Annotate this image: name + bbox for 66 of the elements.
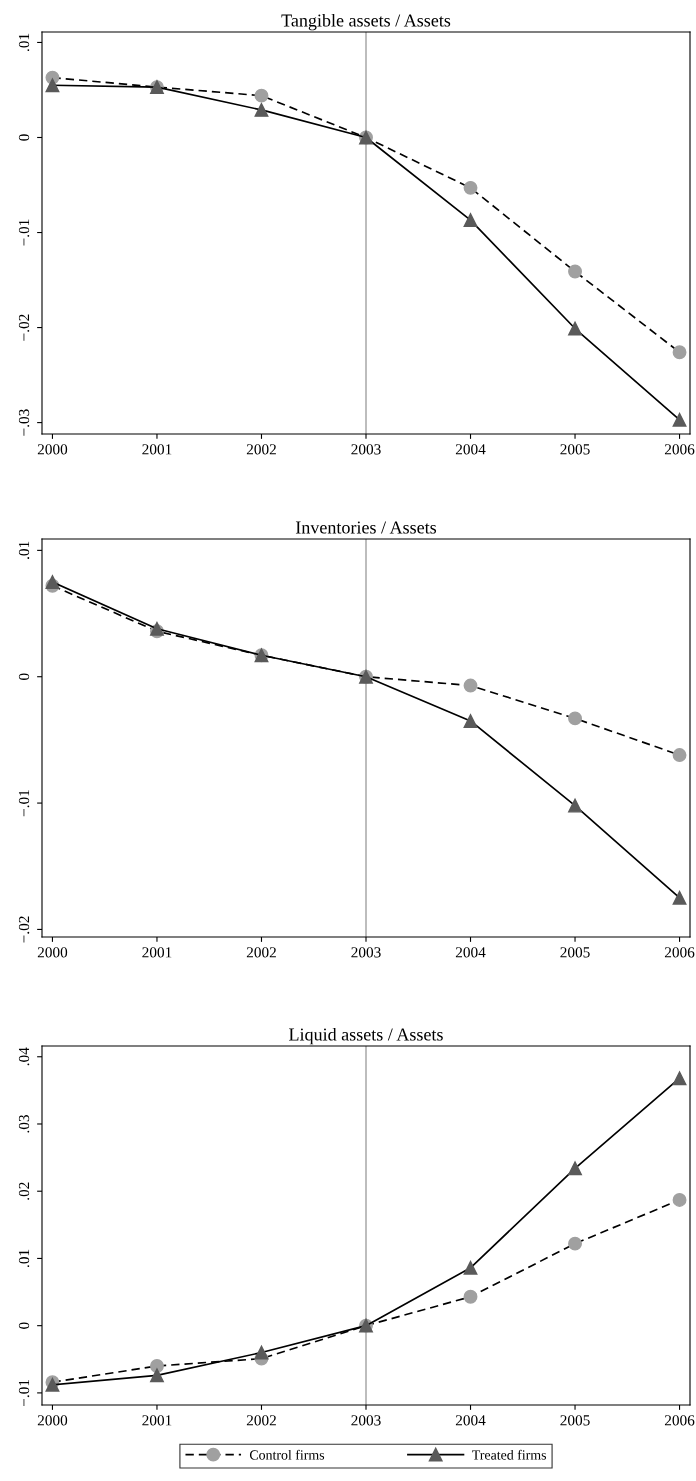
x-tick-label: 2000	[37, 444, 68, 455]
x-tick-label: 2001	[142, 1415, 172, 1426]
point	[150, 1368, 164, 1383]
point	[672, 890, 687, 905]
point	[463, 678, 478, 693]
y-tick-label: .01	[18, 33, 30, 51]
x-tick-label: 2006	[664, 947, 695, 958]
point	[463, 213, 478, 228]
x-tick-label: 2004	[455, 947, 486, 958]
point	[568, 321, 582, 336]
point	[463, 1260, 478, 1275]
x-tick-label: 2003	[351, 947, 381, 958]
y-tick-label: 0	[18, 673, 30, 680]
point	[254, 1345, 269, 1360]
y-tick-label: −.01	[18, 219, 30, 246]
point	[672, 1193, 687, 1207]
y-tick-label: .02	[18, 1182, 30, 1200]
x-tick-label: 2000	[37, 1415, 68, 1426]
point	[568, 711, 582, 726]
x-tick-label: 2002	[246, 1415, 276, 1426]
point	[568, 1236, 582, 1251]
point	[568, 1161, 582, 1176]
y-tick-label: .04	[18, 1047, 30, 1066]
y-tick-label: .03	[18, 1115, 30, 1133]
point	[672, 1071, 687, 1086]
point	[672, 345, 687, 360]
legend-label: Control firms	[249, 1449, 325, 1460]
y-tick-label: −.01	[18, 1379, 30, 1406]
x-tick-label: 2005	[560, 1415, 590, 1426]
chart-title: Tangible assets / Assets	[281, 13, 451, 31]
point	[150, 1359, 164, 1373]
point	[568, 264, 582, 279]
x-tick-label: 2003	[351, 1415, 381, 1426]
point	[45, 78, 60, 93]
y-tick-label: −.02	[18, 314, 30, 341]
point	[463, 713, 478, 728]
x-tick-label: 2001	[142, 947, 172, 958]
x-tick-label: 2002	[246, 444, 276, 455]
x-tick-label: 2003	[351, 444, 381, 455]
chart-title: Liquid assets / Assets	[289, 1027, 443, 1045]
x-tick-label: 2000	[37, 947, 68, 958]
y-tick-label: −.03	[18, 409, 30, 436]
x-tick-label: 2002	[246, 947, 276, 958]
point	[672, 412, 687, 427]
x-tick-label: 2005	[560, 947, 590, 958]
y-tick-label: 0	[18, 134, 30, 141]
point	[568, 798, 582, 813]
x-tick-label: 2004	[455, 444, 486, 455]
y-tick-label: .01	[18, 1249, 30, 1267]
y-tick-label: .01	[18, 541, 30, 559]
chart-title: Inventories / Assets	[295, 521, 437, 534]
y-tick-label: −.02	[18, 916, 30, 943]
point	[254, 88, 269, 103]
x-tick-label: 2006	[664, 1415, 695, 1426]
x-tick-label: 2006	[664, 444, 695, 455]
point	[463, 180, 478, 195]
x-tick-label: 2005	[560, 444, 590, 455]
point	[672, 748, 687, 763]
x-tick-label: 2004	[455, 1415, 486, 1426]
legend-label: Treated firms	[472, 1449, 547, 1460]
y-tick-label: 0	[18, 1322, 30, 1329]
x-tick-label: 2001	[142, 444, 172, 455]
point	[45, 575, 60, 589]
point	[463, 1289, 478, 1304]
y-tick-label: −.01	[18, 790, 30, 817]
point	[254, 102, 269, 117]
